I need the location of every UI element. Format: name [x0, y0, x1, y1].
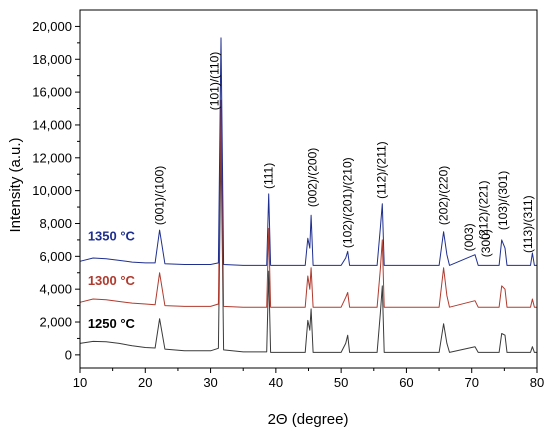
peak-label: (101)/(110) — [208, 52, 222, 110]
series-line-2 — [79, 37, 537, 266]
y-tick-label: 2,000 — [39, 315, 72, 330]
x-tick-label: 50 — [334, 375, 348, 390]
peak-label: (001)/(100) — [153, 166, 167, 225]
peak-label: (112)/(211) — [375, 141, 389, 199]
x-tick-label: 70 — [464, 375, 478, 390]
series-label: 1300 °C — [88, 273, 136, 288]
series-label: 1350 °C — [88, 229, 136, 244]
y-tick-label: 10,000 — [32, 183, 72, 198]
y-tick-label: 14,000 — [32, 117, 72, 132]
x-tick-label: 60 — [399, 375, 413, 390]
peak-label: (300) — [479, 229, 493, 257]
peak-label: (003) — [462, 223, 476, 251]
y-tick-label: 18,000 — [32, 52, 72, 67]
y-tick-label: 12,000 — [32, 150, 72, 165]
series-line-0 — [79, 140, 537, 353]
peak-label: (103)/(301) — [496, 171, 510, 230]
series-label: 1250 °C — [88, 316, 136, 331]
x-tick-label: 30 — [203, 375, 217, 390]
peak-label: (113)/(311) — [521, 195, 535, 253]
series-line-1 — [79, 99, 537, 308]
y-tick-label: 20,000 — [32, 19, 72, 34]
x-tick-label: 80 — [530, 375, 544, 390]
peak-label: (111) — [262, 163, 276, 189]
peak-label: (002)/(200) — [305, 148, 319, 207]
peak-label: (212)/(221) — [477, 181, 491, 240]
y-tick-label: 0 — [65, 347, 72, 362]
y-tick-label: 16,000 — [32, 85, 72, 100]
plot-area: 10 20 30 40 50 60 70 80 0 2,000 4,000 6,000 8,000 10,… — [32, 9, 544, 390]
peak-label: (102)/(201)/(210) — [341, 157, 355, 248]
y-tick-label: 4,000 — [39, 282, 72, 297]
y-tick-label: 8,000 — [39, 216, 72, 231]
x-axis-title: 2Θ (degree) — [268, 411, 349, 428]
x-tick-label: 40 — [269, 375, 283, 390]
y-tick-label: 6,000 — [39, 249, 72, 264]
x-tick-label: 10 — [73, 375, 87, 390]
y-axis-title: Intensity (a.u.) — [7, 137, 24, 232]
peak-label: (202)/(220) — [437, 166, 451, 225]
x-tick-label: 20 — [138, 375, 152, 390]
